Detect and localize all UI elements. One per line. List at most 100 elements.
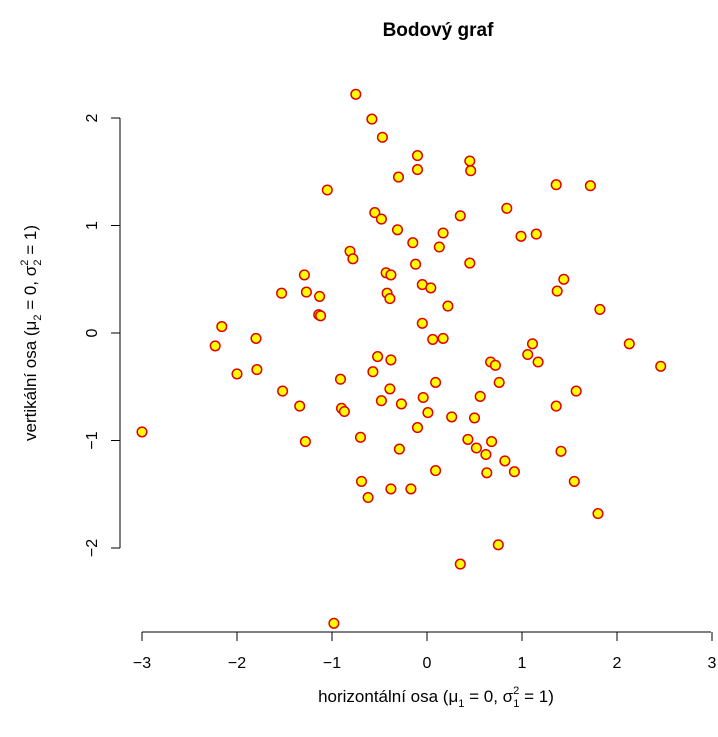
- data-point: [437, 227, 449, 239]
- chart-title: Bodový graf: [383, 20, 495, 41]
- data-point: [334, 373, 347, 385]
- data-point: [526, 338, 539, 350]
- data-point: [350, 88, 362, 100]
- x-tick-label: 2: [613, 655, 622, 672]
- data-point: [416, 317, 428, 329]
- data-point: [384, 293, 396, 305]
- data-point: [314, 290, 326, 302]
- data-point: [464, 257, 476, 269]
- y-tick-label: 1: [84, 221, 101, 230]
- data-point: [391, 224, 404, 236]
- data-point: [430, 376, 442, 388]
- data-point: [294, 400, 306, 412]
- data-point: [385, 269, 397, 281]
- data-point: [411, 164, 424, 176]
- data-point: [584, 180, 596, 192]
- data-point: [454, 210, 466, 222]
- data-point: [464, 155, 476, 167]
- data-point: [492, 539, 504, 551]
- data-point: [422, 407, 434, 419]
- data-point: [493, 376, 505, 388]
- y-tick-label: −1: [84, 431, 101, 449]
- data-point: [384, 383, 396, 395]
- data-points: [136, 88, 667, 629]
- data-point: [465, 165, 477, 177]
- data-point: [499, 455, 511, 467]
- data-point: [594, 303, 606, 315]
- data-point: [392, 171, 405, 183]
- data-point: [300, 286, 312, 298]
- data-point: [362, 491, 374, 504]
- data-point: [385, 483, 397, 495]
- y-tick-label: 0: [84, 328, 101, 337]
- x-tick-label: 0: [423, 655, 432, 672]
- data-point: [474, 390, 486, 402]
- data-point: [231, 368, 243, 380]
- data-point: [407, 237, 419, 249]
- data-point: [489, 359, 501, 371]
- data-point: [592, 508, 604, 520]
- data-point: [508, 466, 520, 478]
- data-point: [486, 436, 498, 448]
- data-point: [375, 395, 387, 407]
- data-point: [532, 356, 544, 368]
- data-point: [366, 113, 378, 125]
- data-point: [321, 184, 333, 196]
- data-point: [437, 332, 449, 344]
- data-point: [372, 351, 384, 363]
- data-point: [411, 422, 424, 434]
- data-point: [501, 202, 513, 214]
- data-point: [299, 436, 311, 448]
- data-point: [405, 483, 417, 495]
- data-point: [555, 445, 567, 457]
- data-point: [411, 150, 424, 162]
- data-point: [338, 405, 350, 418]
- data-point: [375, 213, 387, 225]
- data-point: [251, 364, 263, 376]
- data-point: [515, 230, 527, 242]
- data-point: [347, 253, 359, 265]
- data-point: [433, 241, 445, 253]
- data-point: [250, 332, 262, 344]
- y-axis-label: vertikální osa (μ2 = 0, σ22 = 1): [19, 225, 44, 441]
- data-point: [376, 131, 388, 143]
- data-point: [298, 269, 310, 281]
- data-point: [277, 385, 289, 397]
- data-point: [315, 310, 327, 322]
- data-point: [385, 354, 397, 366]
- y-tick-label: −2: [84, 539, 101, 557]
- data-point: [454, 558, 466, 570]
- data-point: [551, 285, 563, 297]
- data-point: [550, 400, 562, 412]
- data-point: [462, 433, 474, 445]
- data-point: [623, 338, 635, 350]
- data-point: [522, 348, 534, 361]
- data-point: [136, 426, 148, 438]
- x-axis-label: horizontální osa (μ1 = 0, σ2 1 = 1): [318, 685, 554, 710]
- data-point: [570, 385, 582, 397]
- x-tick-label: 3: [708, 655, 717, 672]
- data-point: [425, 282, 437, 294]
- data-point: [558, 273, 570, 285]
- data-point: [209, 340, 221, 352]
- data-point: [655, 360, 667, 372]
- data-point: [468, 412, 481, 424]
- data-point: [393, 443, 405, 455]
- y-axis: −2 −1 0 1 2: [84, 113, 121, 557]
- data-point: [442, 300, 454, 312]
- data-point: [410, 258, 422, 270]
- x-tick-label: −2: [228, 655, 246, 672]
- data-point: [530, 228, 542, 240]
- data-point: [550, 179, 562, 191]
- data-point: [427, 333, 439, 345]
- x-axis: −3 −2 −1 0 1 2 3: [133, 631, 717, 672]
- data-point: [481, 467, 493, 479]
- data-point: [395, 398, 407, 410]
- x-tick-label: −1: [323, 655, 341, 672]
- y-tick-label: 2: [84, 113, 101, 122]
- data-point: [446, 411, 458, 423]
- data-point: [354, 431, 367, 443]
- data-point: [568, 475, 580, 487]
- data-point: [216, 321, 228, 333]
